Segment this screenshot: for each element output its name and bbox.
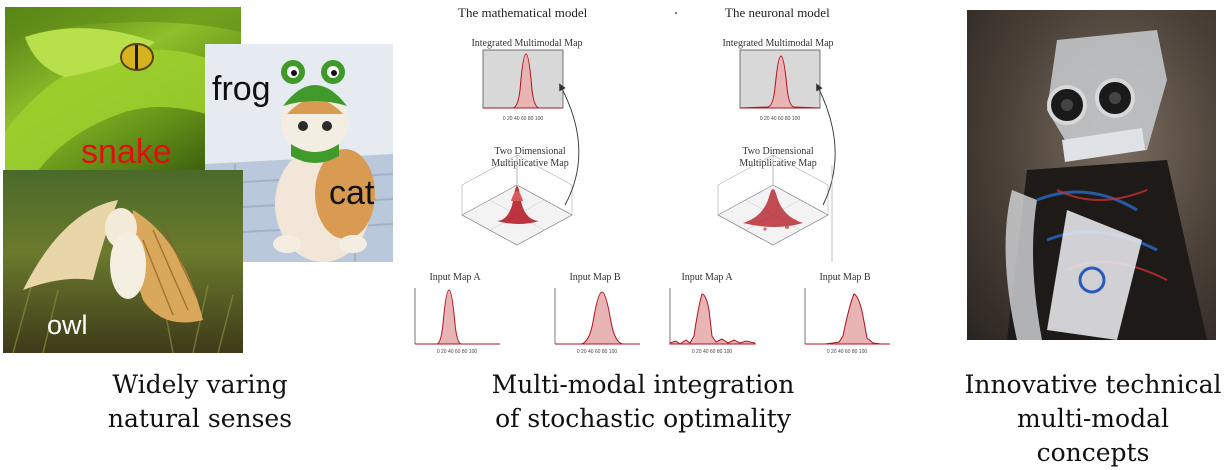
- two-dim-left-line1: Two Dimensional: [494, 146, 566, 157]
- arrow-left: [559, 83, 580, 206]
- model-diagram: 0 20 40 60 80 100 0 20 40 60 80 100: [414, 12, 890, 355]
- right-caption-line2: multi-modal concepts: [1017, 404, 1169, 467]
- two-dim-map-left-title: Two Dimensional Multiplicative Map: [470, 146, 590, 170]
- two-dim-map-right-title: Two Dimensional Multiplicative Map: [718, 146, 838, 170]
- left-caption-line2: natural senses: [107, 404, 293, 433]
- middle-caption-line1: Multi-modal integration: [491, 370, 795, 399]
- input-map-a-right-plot: 0 20 40 60 80 100: [669, 288, 756, 355]
- frog-label: frog: [212, 70, 271, 108]
- right-caption-line1: Innovative technical: [964, 370, 1222, 399]
- left-caption: Widely varing natural senses: [50, 368, 350, 436]
- middle-caption: Multi-modal integration of stochastic op…: [468, 368, 818, 436]
- integrated-left-xaxis-ticks: 0 20 40 60 80 100: [503, 116, 544, 122]
- robot-photo: [967, 10, 1216, 340]
- svg-text:0 20 40 60 80 100: 0 20 40 60 80 100: [827, 349, 868, 355]
- arrow-right: [816, 83, 836, 206]
- input-map-b-right-title: Input Map B: [819, 272, 871, 283]
- integrated-map-left-plot: 0 20 40 60 80 100: [482, 49, 564, 122]
- input-map-b-left-title: Input Map B: [569, 272, 621, 283]
- two-dim-right-line1: Two Dimensional: [742, 146, 814, 157]
- input-map-b-right-plot: 0 20 40 60 80 100: [804, 288, 890, 355]
- cat-label: cat: [329, 174, 375, 212]
- two-dim-left-line2: Multiplicative Map: [491, 158, 569, 169]
- owl-photo: owl: [3, 170, 243, 353]
- neuronal-model-header: The neuronal model: [725, 5, 830, 20]
- owl-illustration: [12, 200, 234, 353]
- snake-photo: snake: [5, 7, 241, 175]
- two-dim-map-left-plot: [461, 154, 573, 246]
- snake-label: snake: [81, 133, 172, 171]
- input-map-a-left-title: Input Map A: [429, 272, 481, 283]
- integrated-map-right-title: Integrated Multimodal Map: [722, 38, 834, 49]
- svg-text:0 20 40 60 80 100: 0 20 40 60 80 100: [437, 349, 478, 355]
- owl-label: owl: [47, 310, 88, 340]
- input-map-a-right-title: Input Map A: [681, 272, 733, 283]
- robot-illustration: [1005, 30, 1207, 340]
- snake-illustration: [5, 7, 241, 175]
- input-map-a-left-plot: 0 20 40 60 80 100: [414, 288, 500, 355]
- two-dim-right-line2: Multiplicative Map: [739, 158, 817, 169]
- right-caption: Innovative technical multi-modal concept…: [960, 368, 1226, 470]
- header-separator-dot: [675, 12, 677, 14]
- svg-text:0 20 40 60 80 100: 0 20 40 60 80 100: [692, 349, 733, 355]
- svg-text:0 20 40 60 80 100: 0 20 40 60 80 100: [577, 349, 618, 355]
- middle-caption-line2: of stochastic optimality: [495, 404, 791, 433]
- integrated-map-right-plot: 0 20 40 60 80 100: [739, 49, 821, 122]
- input-map-b-left-plot: 0 20 40 60 80 100: [554, 288, 640, 355]
- integrated-map-left-title: Integrated Multimodal Map: [471, 38, 583, 49]
- mathematical-model-header: The mathematical model: [458, 5, 588, 20]
- left-caption-line1: Widely varing: [112, 370, 288, 399]
- integrated-right-xaxis-ticks: 0 20 40 60 80 100: [760, 116, 801, 122]
- two-dim-map-right-plot: [717, 154, 829, 246]
